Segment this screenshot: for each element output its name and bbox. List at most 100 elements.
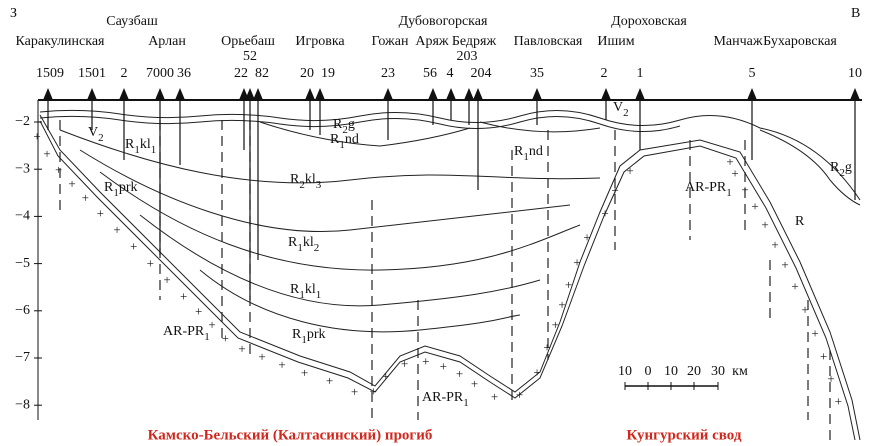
well-number: 56 (423, 66, 437, 81)
layer-symbol: R (795, 214, 805, 229)
scale-bar (625, 382, 718, 390)
cross: + (163, 272, 170, 287)
well-marker (428, 88, 438, 100)
well-marker (635, 88, 645, 100)
layer-label: R1kl2 (288, 235, 319, 253)
depth-label: −2 (15, 114, 30, 129)
well-number: 19 (321, 66, 335, 81)
layer-symbol: AR-PR (685, 180, 727, 195)
depth-label: −6 (15, 303, 30, 318)
layer-symbol: nd (529, 144, 543, 159)
well-marker (383, 88, 393, 100)
surface-line (40, 116, 680, 131)
cross: + (326, 373, 333, 388)
layer-label: R1prk (292, 327, 326, 345)
well-marker (253, 88, 263, 100)
cross: + (401, 356, 408, 371)
cross: + (827, 371, 834, 386)
layer-symbol: g (348, 117, 355, 132)
layer-label: R1nd (514, 144, 543, 162)
cross: + (801, 302, 808, 317)
area-label: Дороховская (611, 14, 687, 29)
area-label: Дубовогорская (399, 14, 488, 29)
layer-subscript: 2 (98, 132, 104, 144)
well-number: 82 (255, 66, 269, 81)
area-label: Игровка (295, 34, 345, 49)
cross: + (820, 348, 827, 363)
cross: + (731, 165, 738, 180)
area-label: Арлан (148, 34, 186, 49)
layer-symbol: kl (140, 137, 151, 152)
well-number: 1 (637, 66, 644, 81)
cross: + (222, 330, 229, 345)
cross: + (82, 190, 89, 205)
area-label: Павловская (514, 34, 583, 49)
well-number: 7000 (146, 66, 174, 81)
scale-label: 20 (687, 364, 701, 379)
cross: + (558, 297, 565, 312)
well-marker (175, 88, 185, 100)
scale-label: 0 (645, 364, 652, 379)
cross: + (440, 358, 447, 373)
cross: + (516, 387, 523, 402)
area-label: Орьебаш (221, 34, 275, 49)
cross: + (533, 364, 540, 379)
cross: + (33, 129, 40, 144)
well-marker (850, 88, 860, 100)
depth-label: −5 (15, 256, 30, 271)
layer-symbol: prk (307, 327, 326, 342)
cross: + (258, 349, 265, 364)
cross: + (456, 366, 463, 381)
layer-symbol: kl (305, 282, 316, 297)
well-number: 10 (848, 66, 862, 81)
layer-symbol: V (88, 125, 98, 140)
area-label: Манчаж (713, 34, 762, 49)
depth-label: −7 (15, 350, 30, 365)
cross: + (301, 365, 308, 380)
well-number: 2 (601, 66, 608, 81)
well-marker (315, 88, 325, 100)
well-number: 5 (749, 66, 756, 81)
cross: + (68, 176, 75, 191)
layer-subscript: 2 (314, 242, 320, 254)
cross: + (573, 254, 580, 269)
cross: + (761, 217, 768, 232)
area-label: Ишим (597, 34, 634, 49)
well-number: 23 (381, 66, 395, 81)
cross-section: З В ++++++++++++++++++++++++++++++++++++… (0, 0, 870, 446)
area-label: Бедряж (452, 34, 497, 49)
cross: + (97, 205, 104, 220)
layer-subscript: 2 (623, 107, 629, 119)
cross: + (113, 222, 120, 237)
cross: + (491, 389, 498, 404)
layer-subscript: 1 (463, 397, 469, 409)
depth-label: −3 (15, 161, 30, 176)
cross: + (771, 237, 778, 252)
well-number: 1509 (36, 66, 64, 81)
layer-symbol: V (613, 100, 623, 115)
cross: + (552, 317, 559, 332)
cross: + (351, 384, 358, 399)
well-number: 204 (471, 66, 492, 81)
scale-label: 30 (711, 364, 725, 379)
cross: + (565, 277, 572, 292)
well-marker (119, 88, 129, 100)
well-number: 4 (447, 66, 454, 81)
depth-label: −8 (15, 397, 30, 412)
layer-label: R (795, 214, 805, 229)
region-label: Камско-Бельский (Калтасинский) прогиб (148, 427, 433, 443)
cross: + (626, 163, 633, 178)
cross: + (382, 368, 389, 383)
layer-label: R2g (830, 160, 852, 178)
well-marker (87, 88, 97, 100)
well-marker (747, 88, 757, 100)
area-label: Саузбаш (106, 14, 158, 29)
layer-label: V2 (613, 100, 629, 118)
depth-label: −4 (15, 209, 30, 224)
cross: + (55, 162, 62, 177)
cross: + (781, 257, 788, 272)
layer-subscript: 3 (316, 179, 322, 191)
area-label: Аряж (415, 34, 449, 49)
well-number: 1501 (78, 66, 106, 81)
layer-label: AR-PR1 (163, 324, 210, 342)
